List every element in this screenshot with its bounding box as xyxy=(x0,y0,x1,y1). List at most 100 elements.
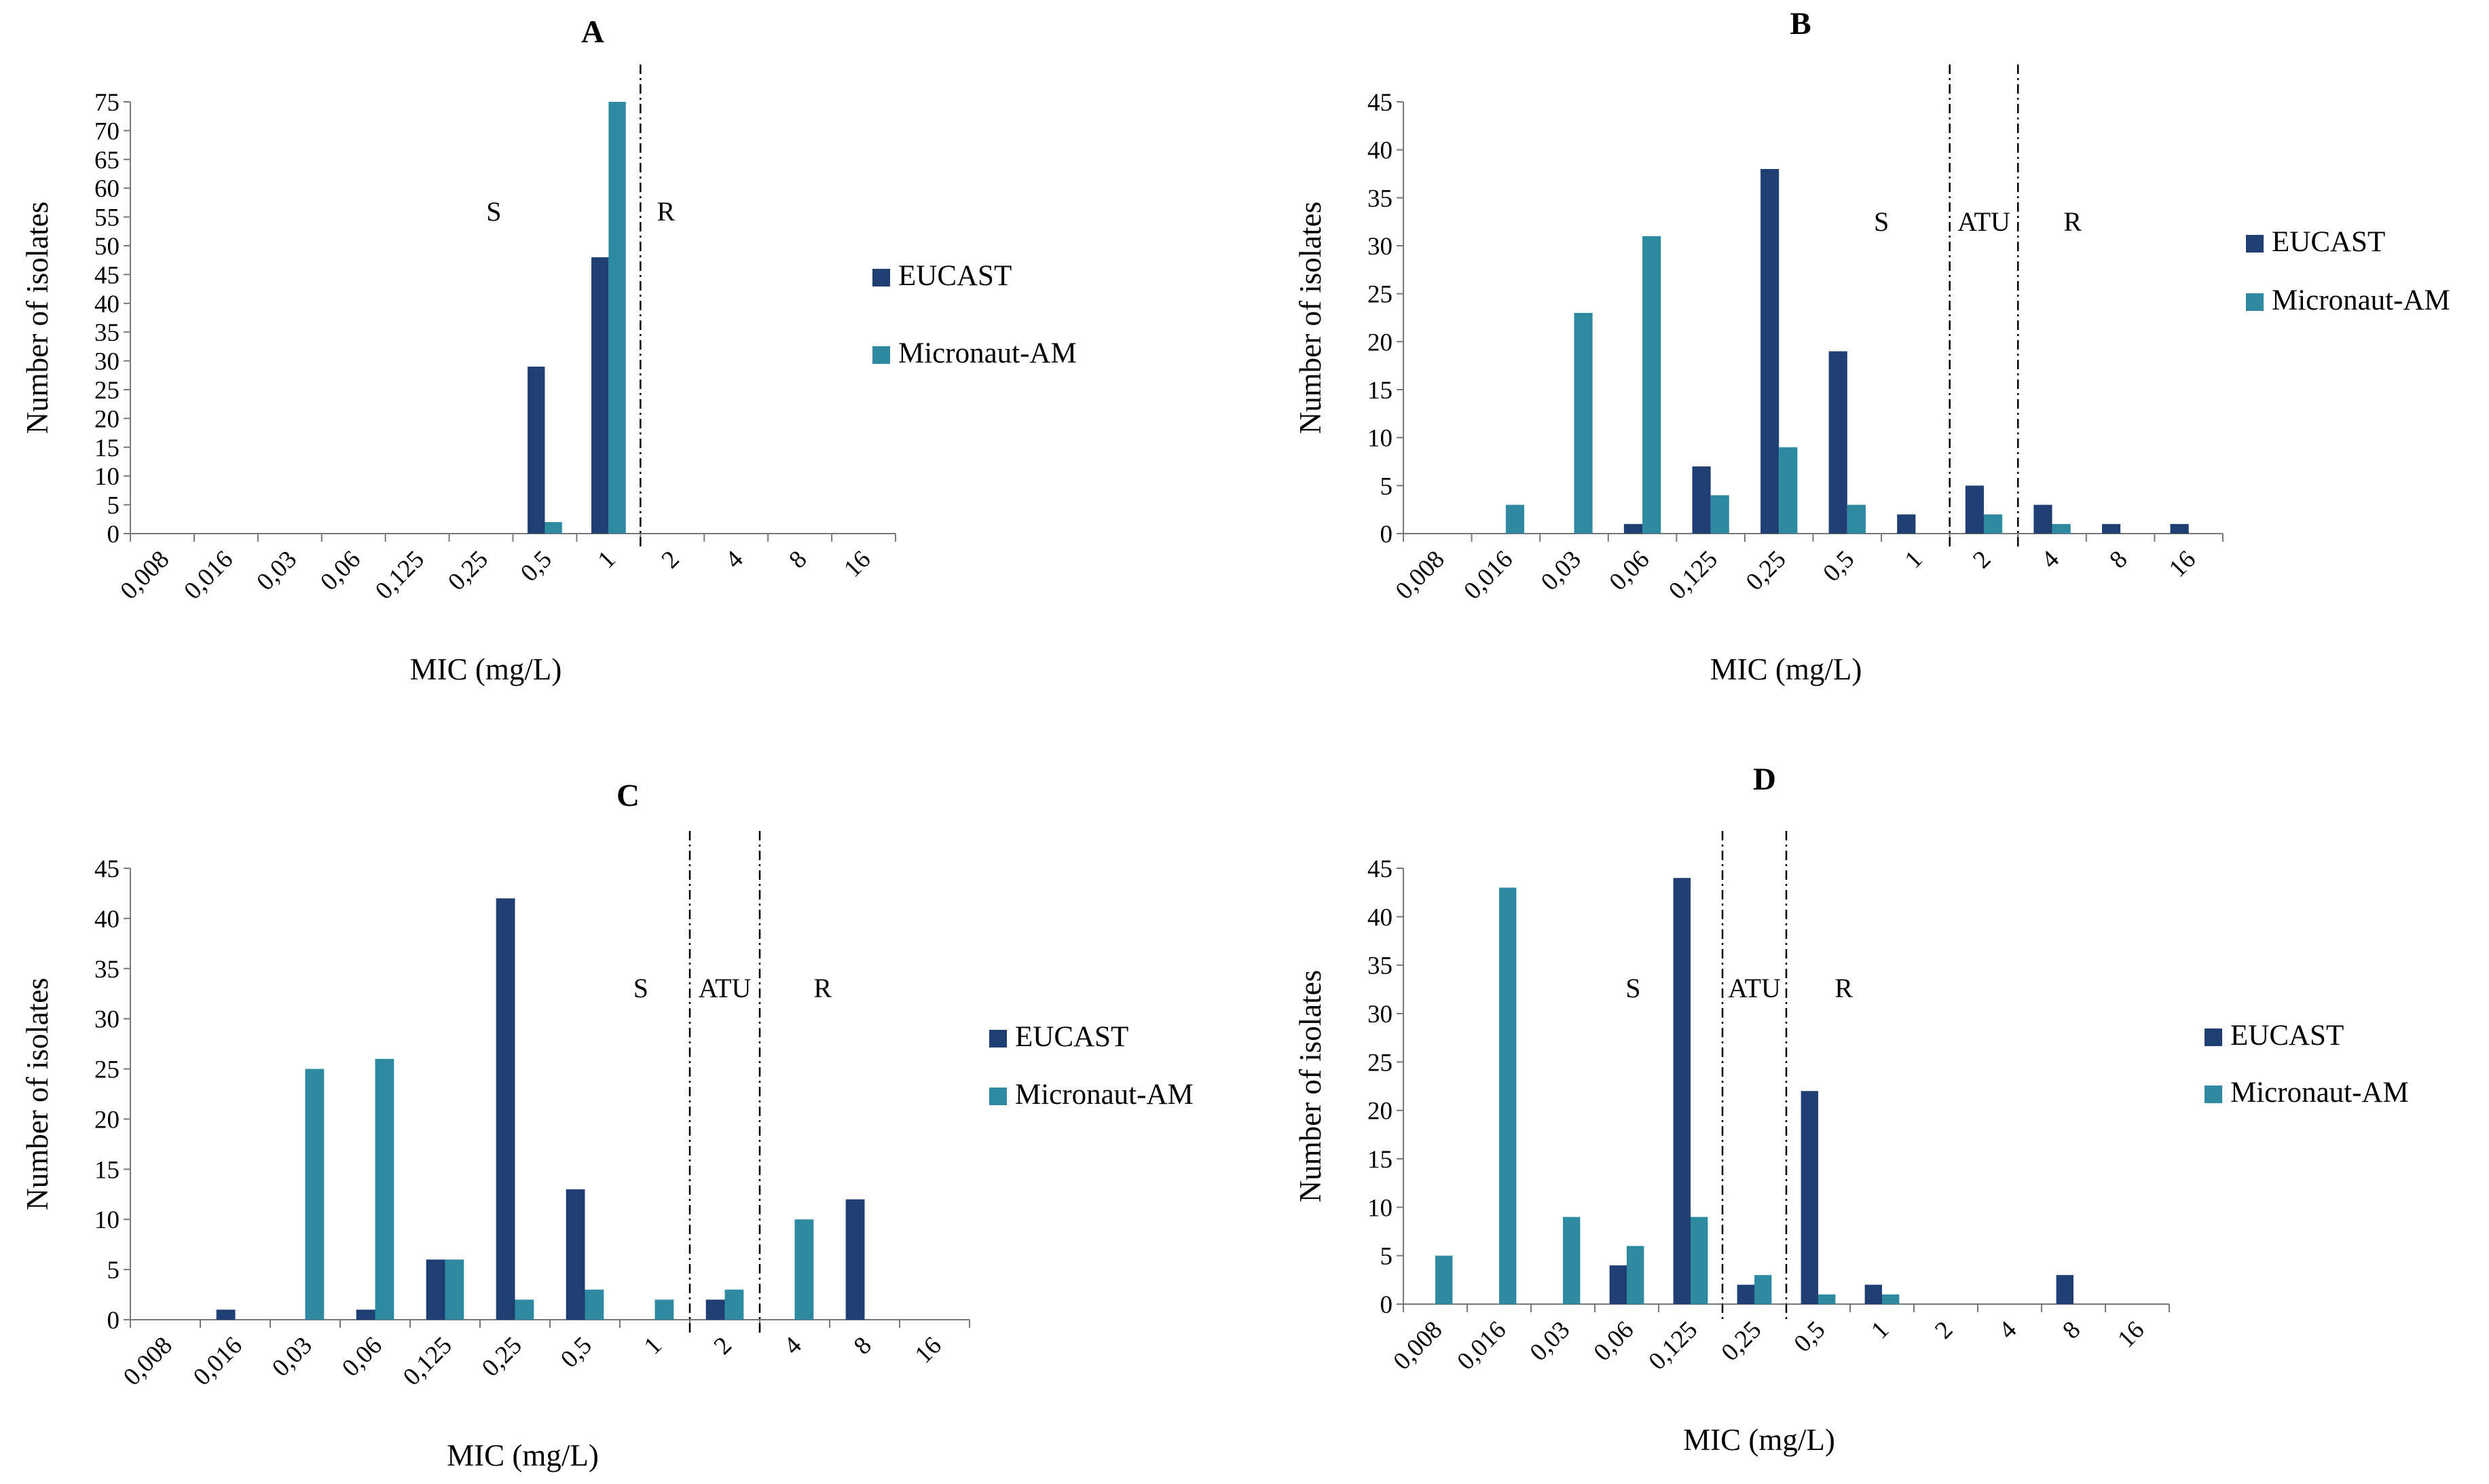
panel-d-region-r: R xyxy=(1835,973,1853,1003)
panel-c-region-s: S xyxy=(633,973,648,1003)
panel-b-bar-micronaut xyxy=(1574,312,1593,534)
panel-a-x-tick-label: 4 xyxy=(720,545,748,574)
panel-c-bar-micronaut xyxy=(585,1289,604,1320)
panel-d-y-tick-label: 40 xyxy=(1367,904,1393,931)
panel-a-y-tick-label: 55 xyxy=(94,204,119,232)
panel-d-bar-micronaut xyxy=(1563,1217,1581,1304)
panel-d-y-tick-label: 45 xyxy=(1367,855,1393,883)
panel-d-legend-label-micronaut: Micronaut-AM xyxy=(2230,1077,2409,1109)
panel-d-bar-eucast xyxy=(1801,1091,1818,1304)
panel-b-bar-eucast xyxy=(2170,523,2189,534)
panel-b-bar-eucast xyxy=(2033,504,2052,534)
panel-a-x-tick-label: 8 xyxy=(783,545,812,574)
panel-b-bar-micronaut xyxy=(1779,447,1798,534)
panel-c-bar-eucast xyxy=(426,1259,445,1320)
panel-a-y-tick-label: 75 xyxy=(94,89,119,117)
panel-d-y-tick-label: 0 xyxy=(1380,1291,1393,1319)
panel-c-x-tick-label: 16 xyxy=(910,1331,947,1369)
panel-c-x-tick-label: 0,125 xyxy=(398,1331,458,1391)
panel-b-bar-micronaut xyxy=(1642,236,1661,534)
panel-d-x-tick-label: 0,125 xyxy=(1644,1316,1703,1375)
panel-b-legend-label-eucast: EUCAST xyxy=(2272,226,2385,258)
panel-a-x-tick-label: 0,06 xyxy=(315,545,366,596)
panel-c-bar-eucast xyxy=(566,1189,585,1320)
panel-a-legend-swatch-micronaut xyxy=(872,346,890,364)
panel-c-legend-label-eucast: EUCAST xyxy=(1015,1021,1128,1053)
panel-d-y-tick-label: 35 xyxy=(1367,952,1393,980)
panel-d-y-tick-label: 15 xyxy=(1367,1146,1393,1174)
panel-c-bar-micronaut xyxy=(305,1069,325,1320)
panel-c-legend-label-micronaut: Micronaut-AM xyxy=(1015,1079,1194,1111)
panel-d-y-tick-label: 10 xyxy=(1367,1194,1393,1222)
panel-c-y-tick-label: 5 xyxy=(107,1257,120,1284)
panel-b-x-tick-label: 0,03 xyxy=(1536,545,1587,596)
panel-d-x-tick-label: 0,008 xyxy=(1388,1316,1448,1375)
panel-d-bar-micronaut xyxy=(1435,1255,1453,1304)
panel-a-legend-label-eucast: EUCAST xyxy=(898,260,1012,292)
panel-d-x-tick-label: 0,016 xyxy=(1452,1316,1512,1375)
panel-d-x-tick-label: 4 xyxy=(1993,1316,2022,1344)
panel-d-bar-micronaut xyxy=(1882,1294,1900,1304)
panel-b-x-tick-label: 1 xyxy=(1900,545,1928,574)
panel-b-bar-eucast xyxy=(1828,351,1847,534)
panel-c-bar-eucast xyxy=(496,898,515,1320)
panel-a-legend-label-micronaut: Micronaut-AM xyxy=(898,337,1077,369)
panel-c-y-tick-label: 30 xyxy=(94,1006,119,1034)
panel-c-y-tick-label: 35 xyxy=(94,956,119,984)
panel-b-region-s: S xyxy=(1874,206,1889,237)
panel-c-title: C xyxy=(616,778,640,813)
panel-b-region-r: R xyxy=(2063,206,2082,237)
panel-a-x-tick-label: 1 xyxy=(593,545,621,574)
panel-b-x-tick-label: 0,016 xyxy=(1458,545,1518,605)
panel-d-bar-micronaut xyxy=(1627,1246,1644,1304)
panel-b-y-tick-label: 35 xyxy=(1367,185,1393,212)
panel-a-x-tick-label: 0,016 xyxy=(179,545,238,605)
panel-d-x-tick-label: 0,06 xyxy=(1589,1316,1640,1367)
panel-b-legend-label-micronaut: Micronaut-AM xyxy=(2272,284,2450,316)
panel-a-y-tick-label: 65 xyxy=(94,147,119,174)
panel-c-bar-micronaut xyxy=(654,1299,674,1320)
panel-b-y-axis-title: Number of isolates xyxy=(1293,202,1327,434)
panel-c-x-tick-label: 0,03 xyxy=(267,1331,318,1382)
panel-a-x-tick-label: 0,03 xyxy=(251,545,302,596)
panel-c-y-tick-label: 45 xyxy=(94,855,119,883)
panel-d-bar-eucast xyxy=(2056,1275,2073,1304)
panel-b-legend-swatch-micronaut xyxy=(2246,293,2264,311)
panel-d-y-tick-label: 30 xyxy=(1367,1001,1393,1028)
panel-b-bar-eucast xyxy=(1897,514,1916,534)
panel-a-y-tick-label: 25 xyxy=(94,377,119,405)
panel-d-y-tick-label: 25 xyxy=(1367,1049,1393,1077)
panel-a-y-tick-label: 10 xyxy=(94,463,119,491)
panel-b-legend-swatch-eucast xyxy=(2246,235,2264,253)
panel-b-x-tick-label: 0,5 xyxy=(1818,545,1860,587)
panel-d-region-atu: ATU xyxy=(1728,973,1781,1003)
panel-c-bar-eucast xyxy=(216,1310,236,1320)
panel-a-y-tick-label: 15 xyxy=(94,434,119,462)
panel-c-legend-swatch-eucast xyxy=(989,1030,1007,1047)
panel-a-y-tick-label: 5 xyxy=(107,492,120,520)
panel-b-bar-micronaut xyxy=(1505,504,1525,534)
panel-a-legend-swatch-eucast xyxy=(872,269,890,286)
panel-c-bar-micronaut xyxy=(794,1219,814,1320)
panel-c-y-tick-label: 40 xyxy=(94,906,119,933)
panel-b-y-tick-label: 0 xyxy=(1380,521,1393,549)
panel-b-y-tick-label: 30 xyxy=(1367,233,1393,261)
panel-c-legend-swatch-micronaut xyxy=(989,1088,1007,1105)
panel-b-y-tick-label: 5 xyxy=(1380,472,1393,500)
panel-d-y-axis-title: Number of isolates xyxy=(1293,970,1327,1202)
panel-a-y-tick-label: 0 xyxy=(107,521,120,549)
panel-c-bar-micronaut xyxy=(445,1259,464,1320)
panel-b-y-tick-label: 25 xyxy=(1367,281,1393,309)
panel-a-region-s: S xyxy=(486,196,501,227)
panel-d-bar-eucast xyxy=(1673,878,1691,1304)
panel-b-x-tick-label: 8 xyxy=(2104,545,2133,574)
panel-b-y-tick-label: 45 xyxy=(1367,89,1393,117)
panel-d-x-tick-label: 8 xyxy=(2057,1316,2086,1344)
panel-d-bar-micronaut xyxy=(1818,1294,1836,1304)
panel-c-region-r: R xyxy=(813,973,832,1003)
panel-c-x-tick-label: 0,25 xyxy=(477,1331,528,1382)
panel-c-x-axis-title: MIC (mg/L) xyxy=(447,1439,599,1472)
panel-c-y-axis-title: Number of isolates xyxy=(20,978,54,1210)
panel-d-bar-micronaut xyxy=(1754,1275,1772,1304)
